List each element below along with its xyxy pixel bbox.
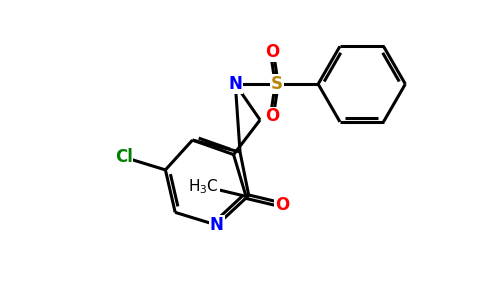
Text: O: O (265, 43, 279, 61)
Text: H$_3$C: H$_3$C (188, 177, 219, 196)
Text: O: O (265, 107, 279, 125)
Text: N: N (210, 216, 224, 234)
Text: Cl: Cl (115, 148, 133, 166)
Text: O: O (275, 196, 289, 214)
Text: S: S (271, 75, 283, 93)
Text: N: N (228, 75, 242, 93)
